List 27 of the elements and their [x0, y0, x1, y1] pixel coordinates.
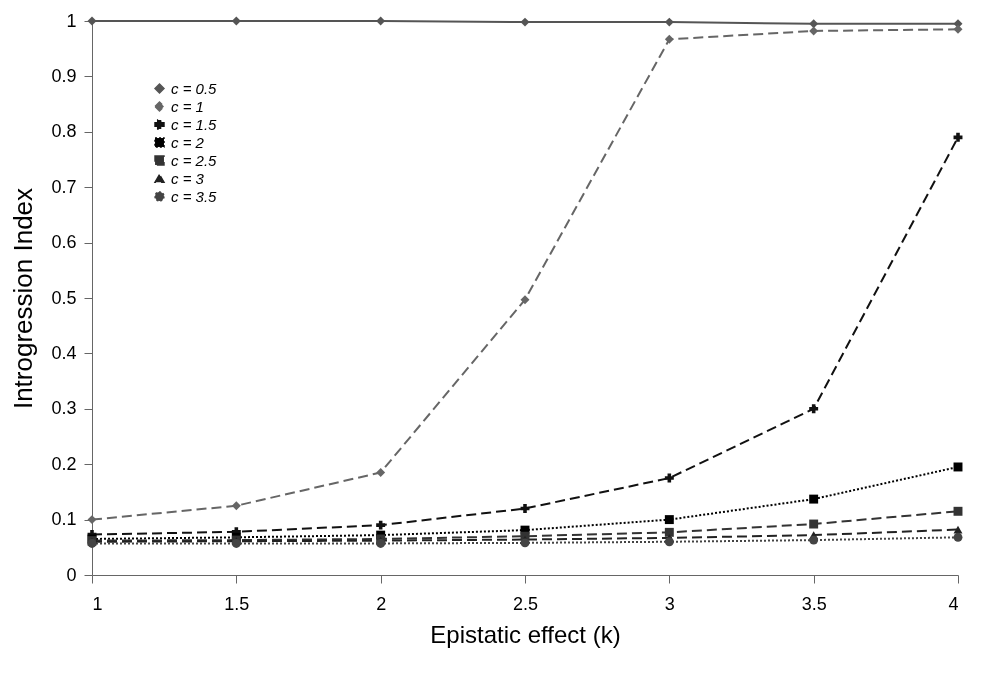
- y-tick-label: 0.9: [51, 65, 77, 86]
- x-axis-title: Epistatic effect (k): [430, 620, 621, 648]
- y-tick-label: 0.6: [51, 232, 77, 253]
- legend-label: c = 1.5: [171, 115, 218, 133]
- y-tick-label: 0.4: [51, 342, 77, 363]
- legend-label: c = 3: [171, 169, 205, 187]
- y-tick-label: 0.5: [51, 287, 77, 308]
- legend-label: c = 1: [171, 97, 204, 115]
- y-tick-label: 0: [66, 564, 77, 585]
- x-tick-label: 2.5: [512, 593, 539, 614]
- x-tick-label: 3.5: [801, 593, 827, 614]
- legend-label: c = 3.5: [171, 187, 218, 205]
- legend-label: c = 2.5: [171, 151, 218, 169]
- y-tick-label: 1: [66, 10, 77, 31]
- y-tick-label: 0.7: [51, 176, 77, 197]
- x-tick-label: 1: [92, 593, 103, 614]
- y-tick-label: 0.1: [51, 509, 77, 530]
- y-tick-label: 0.3: [51, 398, 77, 419]
- y-tick-label: 0.2: [51, 453, 77, 474]
- legend-label: c = 0.5: [171, 79, 218, 97]
- x-tick-label: 2: [376, 593, 387, 614]
- legend-label: c = 2: [171, 133, 205, 151]
- x-tick-label: 4: [948, 593, 959, 614]
- x-tick-label: 3: [664, 593, 675, 614]
- y-axis-title: Introgression Index: [8, 187, 39, 410]
- x-tick-label: 1.5: [224, 593, 250, 614]
- y-tick-label: 0.8: [51, 121, 77, 142]
